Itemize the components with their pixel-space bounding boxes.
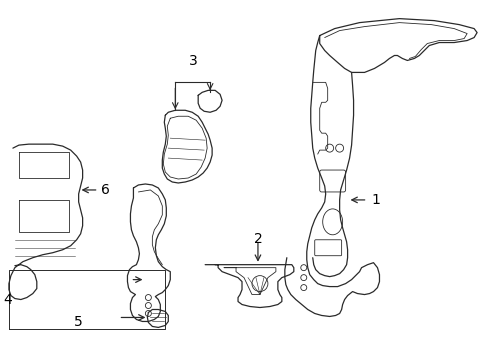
Text: 3: 3 bbox=[189, 54, 197, 68]
Text: 2: 2 bbox=[253, 232, 262, 246]
Text: 4: 4 bbox=[3, 293, 12, 306]
Text: 6: 6 bbox=[100, 183, 109, 197]
Text: 1: 1 bbox=[371, 193, 380, 207]
Text: 5: 5 bbox=[74, 315, 83, 329]
